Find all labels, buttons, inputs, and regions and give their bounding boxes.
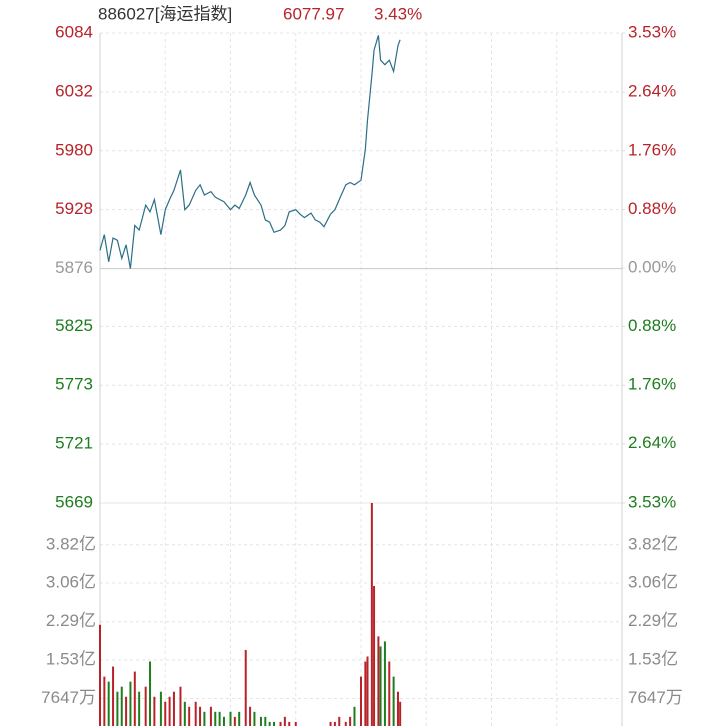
y-tick-label: 5928 — [55, 199, 93, 218]
volume-bar — [203, 711, 206, 726]
volume-tick-label: 7647万 — [41, 688, 96, 707]
volume-bar — [244, 649, 247, 726]
volume-bar — [172, 691, 175, 726]
volume-bar — [116, 691, 119, 726]
volume-bar — [120, 686, 123, 726]
chart-title: 886027[海运指数] — [98, 4, 232, 23]
volume-bar — [249, 706, 252, 726]
volume-bar — [222, 716, 225, 726]
y2-tick-label: 0.88% — [628, 199, 676, 218]
y-tick-label: 5980 — [55, 140, 93, 159]
volume-bar — [392, 676, 395, 726]
y2-tick-label: 2.64% — [628, 433, 676, 452]
volume-bar — [138, 691, 141, 726]
volume-bar — [133, 671, 136, 726]
volume-bar — [329, 721, 332, 726]
price-line — [99, 35, 401, 269]
change: 3.43% — [374, 4, 422, 23]
volume-bar — [259, 716, 262, 726]
volume-bar — [268, 721, 271, 726]
volume-bar — [194, 701, 197, 726]
volume-bar — [238, 711, 241, 726]
volume-bar — [168, 696, 171, 726]
volume-bar — [377, 636, 380, 726]
volume-bar — [199, 706, 202, 726]
y2-tick-label: 2.64% — [628, 82, 676, 101]
volume-bar — [373, 586, 376, 726]
y-tick-label: 6032 — [55, 81, 93, 100]
volume-tick-label: 2.29亿 — [46, 611, 96, 630]
volume-bar — [218, 711, 221, 726]
y2-tick-label: 1.76% — [628, 140, 676, 159]
volume-bar — [383, 641, 386, 726]
volume-bar — [370, 503, 373, 726]
volume-bar — [159, 691, 162, 726]
volume-bar — [209, 706, 212, 726]
volume-bar — [333, 721, 336, 726]
volume-bar — [294, 721, 297, 726]
volume-tick-label: 1.53亿 — [46, 649, 96, 668]
volume-bar — [388, 661, 391, 726]
volume-bar — [379, 646, 382, 726]
y2-tick-label: 0.88% — [628, 316, 676, 335]
volume-bar — [349, 716, 352, 726]
y-tick-label: 6084 — [55, 22, 93, 41]
y-tick-label: 5669 — [55, 492, 93, 511]
volume-bar — [264, 716, 267, 726]
volume-bar — [103, 676, 106, 726]
volume-bar — [129, 681, 132, 726]
volume-bar — [253, 711, 256, 726]
volume-bar — [338, 716, 341, 726]
volume-bar — [279, 721, 282, 726]
volume-bar — [149, 661, 152, 726]
volume-bar — [360, 676, 362, 726]
y-tick-label: 5825 — [55, 316, 93, 335]
volume-bar — [125, 696, 128, 726]
volume-bar — [288, 721, 291, 726]
volume-bar — [283, 716, 286, 726]
volume-tick-label-right: 3.06亿 — [628, 572, 678, 591]
volume-bar — [183, 701, 186, 726]
volume-bar — [233, 716, 236, 726]
y-tick-label: 5876 — [55, 258, 93, 277]
volume-tick-label: 3.82亿 — [46, 534, 96, 553]
volume-tick-label-right: 2.29亿 — [628, 611, 678, 630]
volume-bar — [229, 711, 232, 726]
volume-bar — [112, 666, 115, 726]
last-price: 6077.97 — [283, 4, 344, 23]
volume-bar — [99, 624, 101, 726]
volume-tick-label-right: 7647万 — [628, 688, 683, 707]
volume-bar — [364, 661, 367, 726]
y2-tick-label: 1.76% — [628, 375, 676, 394]
volume-tick-label: 3.06亿 — [46, 572, 96, 591]
volume-bar — [144, 686, 147, 726]
y2-tick-label: 0.00% — [628, 257, 676, 276]
volume-bar — [164, 701, 167, 726]
volume-bar — [107, 681, 110, 726]
volume-tick-label-right: 1.53亿 — [628, 649, 678, 668]
volume-bar — [179, 686, 182, 726]
volume-tick-label-right: 3.82亿 — [628, 534, 678, 553]
volume-bar — [344, 721, 347, 726]
volume-bar — [214, 711, 217, 726]
y-tick-label: 5773 — [55, 375, 93, 394]
y2-tick-label: 3.53% — [628, 492, 676, 511]
y2-tick-label: 3.53% — [628, 22, 676, 41]
volume-bar — [353, 706, 356, 726]
volume-bar — [153, 696, 156, 726]
volume-bar — [273, 721, 275, 726]
volume-bar — [188, 706, 191, 726]
volume-bar — [399, 701, 402, 726]
volume-bar — [396, 691, 399, 726]
y-tick-label: 5721 — [55, 434, 93, 453]
volume-bar — [366, 656, 369, 726]
